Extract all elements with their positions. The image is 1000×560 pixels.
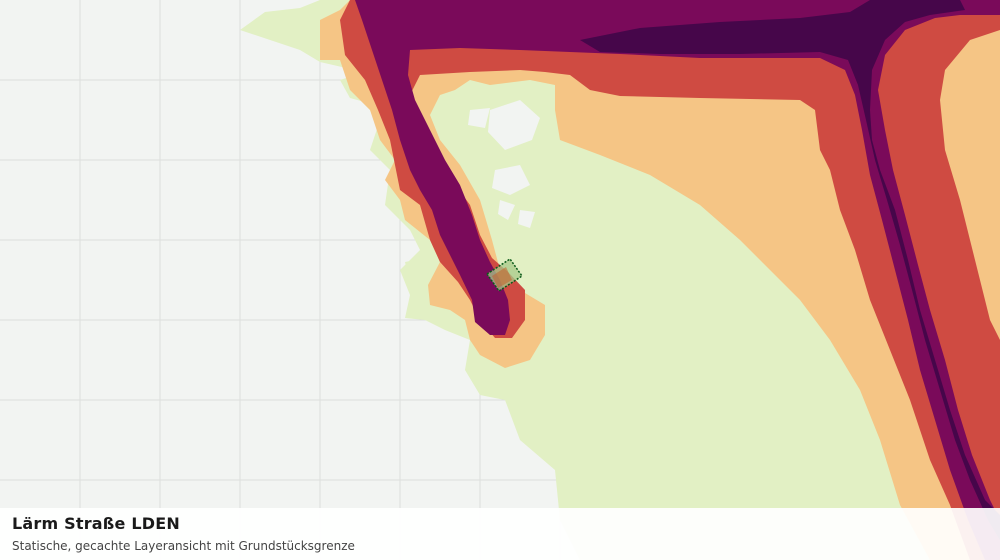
layer-info-panel: Lärm Straße LDEN Statische, gecachte Lay… xyxy=(0,508,1000,560)
unmapped-area xyxy=(468,100,540,228)
noise-band-lowest-island xyxy=(405,258,430,290)
layer-subtitle: Statische, gecachte Layeransicht mit Gru… xyxy=(12,539,355,553)
noise-band-medium xyxy=(340,0,1000,560)
noise-band-high xyxy=(355,0,1000,560)
parcel-inner-shade xyxy=(492,267,512,288)
layer-title: Lärm Straße LDEN xyxy=(12,514,180,533)
